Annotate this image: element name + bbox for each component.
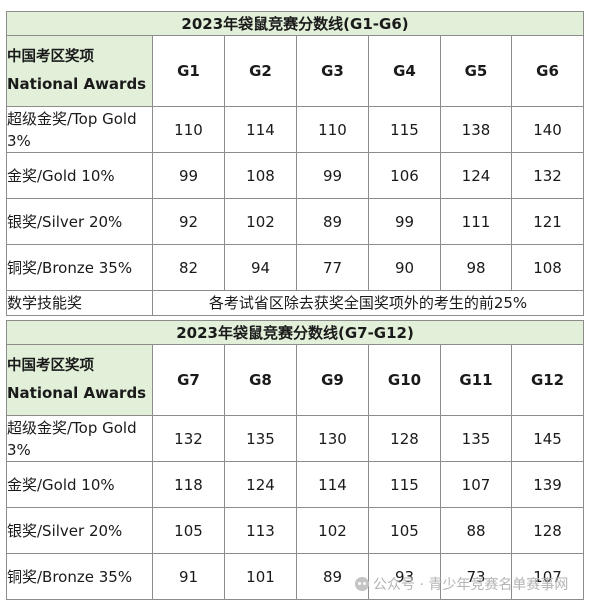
score-cell: 82 [152,244,225,291]
score-cell: 139 [510,461,585,508]
watermark-text: 公众号 · 青少年竞赛名单赛事网 [373,577,569,593]
awards-header-zh: 中国考区奖项 [7,49,95,65]
grade-header: G9 [296,344,369,416]
score-cell: 128 [510,507,585,554]
table-title: 2023年袋鼠竞赛分数线(G1-G6) [5,11,585,36]
table-row: 银奖/Silver 20% 92 102 89 99 111 121 [6,198,585,245]
table-title: 2023年袋鼠竞赛分数线(G7-G12) [5,320,585,345]
score-cell: 121 [510,198,585,245]
grade-header: G5 [440,35,512,107]
awards-header-en: National Awards [7,75,147,93]
score-cell: 102 [224,198,297,245]
score-cell: 99 [152,152,225,199]
header-row: 中国考区奖项 National Awards G1 G2 G3 G4 G5 G6 [6,35,585,107]
score-cell: 94 [224,244,297,291]
score-cell: 145 [510,415,585,462]
grade-header: G4 [368,35,441,107]
score-table-g7-g12: 2023年袋鼠竞赛分数线(G7-G12) 中国考区奖项 National Awa… [5,320,585,600]
score-cell: 105 [152,507,225,554]
award-label: 超级金奖/Top Gold 3% [6,415,153,462]
note-label: 数学技能奖 [6,290,153,316]
score-cell: 135 [224,415,297,462]
score-cell: 111 [440,198,512,245]
score-cell: 135 [440,415,512,462]
score-cell: 115 [368,461,441,508]
score-cell: 105 [368,507,441,554]
score-cell: 77 [296,244,369,291]
score-cell: 101 [224,553,297,600]
score-cell: 132 [152,415,225,462]
grade-header: G1 [152,35,225,107]
score-cell: 106 [368,152,441,199]
score-cell: 92 [152,198,225,245]
score-cell: 124 [440,152,512,199]
awards-header-cell: 中国考区奖项 National Awards [6,35,153,107]
table-row: 金奖/Gold 10% 118 124 114 115 107 139 [6,461,585,508]
grade-header: G3 [296,35,369,107]
score-cell: 89 [296,553,369,600]
table-row: 铜奖/Bronze 35% 82 94 77 90 98 108 [6,244,585,291]
award-label: 超级金奖/Top Gold 3% [6,106,153,153]
score-cell: 124 [224,461,297,508]
score-cell: 108 [510,244,585,291]
score-cell: 128 [368,415,441,462]
score-cell: 98 [440,244,512,291]
table-row: 超级金奖/Top Gold 3% 110 114 110 115 138 140 [6,106,585,153]
score-cell: 132 [510,152,585,199]
score-cell: 110 [152,106,225,153]
score-cell: 110 [296,106,369,153]
table-row: 金奖/Gold 10% 99 108 99 106 124 132 [6,152,585,199]
score-cell: 102 [296,507,369,554]
score-cell: 88 [440,507,512,554]
score-cell: 90 [368,244,441,291]
table-row: 银奖/Silver 20% 105 113 102 105 88 128 [6,507,585,554]
score-cell: 138 [440,106,512,153]
grade-header: G2 [224,35,297,107]
score-cell: 91 [152,553,225,600]
note-text: 各考试省区除去获奖全国奖项外的考生的前25% [151,290,585,316]
header-row: 中国考区奖项 National Awards G7 G8 G9 G10 G11 … [6,344,585,416]
awards-header-en: National Awards [7,384,147,402]
score-cell: 114 [296,461,369,508]
score-cell: 99 [296,152,369,199]
score-cell: 107 [510,553,585,600]
award-label: 银奖/Silver 20% [6,507,153,554]
wechat-icon [355,577,369,591]
award-label: 铜奖/Bronze 35% [6,553,153,600]
awards-header-zh: 中国考区奖项 [7,358,95,374]
score-cell: 108 [224,152,297,199]
grade-header: G11 [440,344,512,416]
score-cell: 114 [224,106,297,153]
grade-header: G12 [510,344,585,416]
award-label: 铜奖/Bronze 35% [6,244,153,291]
grade-header: G7 [152,344,225,416]
score-cell: 113 [224,507,297,554]
table-row: 超级金奖/Top Gold 3% 132 135 130 128 135 145 [6,415,585,462]
award-label: 金奖/Gold 10% [6,152,153,199]
score-cell: 89 [296,198,369,245]
score-cell: 130 [296,415,369,462]
table-row: 铜奖/Bronze 35% 91 101 89 93 73 107 [6,553,585,600]
score-cell: 107 [440,461,512,508]
score-cell: 118 [152,461,225,508]
note-row: 数学技能奖 各考试省区除去获奖全国奖项外的考生的前25% [6,290,585,316]
score-cell: 99 [368,198,441,245]
award-label: 银奖/Silver 20% [6,198,153,245]
award-label: 金奖/Gold 10% [6,461,153,508]
score-cell: 115 [368,106,441,153]
score-table-g1-g6: 2023年袋鼠竞赛分数线(G1-G6) 中国考区奖项 National Awar… [5,11,585,316]
grade-header: G10 [368,344,441,416]
awards-header-cell: 中国考区奖项 National Awards [6,344,153,416]
watermark: 公众号 · 青少年竞赛名单赛事网 [355,574,568,594]
score-cell: 140 [510,106,585,153]
grade-header: G6 [510,35,585,107]
grade-header: G8 [224,344,297,416]
